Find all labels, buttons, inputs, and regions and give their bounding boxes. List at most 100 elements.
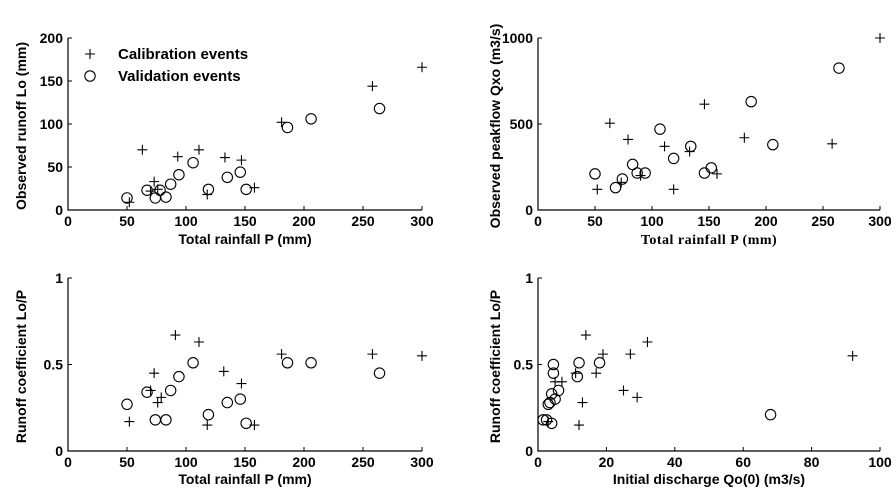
calibration-point	[417, 350, 427, 361]
legend-entry-label: Calibration events	[118, 46, 248, 63]
validation-point	[234, 393, 247, 405]
calibration-point	[218, 366, 229, 377]
x-tick-label: 80	[804, 454, 820, 470]
y-axis-label: Runoff coefficient Lo/P	[487, 290, 503, 443]
validation-point	[616, 173, 629, 185]
validation-point	[187, 156, 199, 169]
x-tick-label: 200	[754, 213, 778, 229]
calibration-point	[570, 368, 581, 379]
calibration-point	[739, 132, 750, 143]
calibration-point	[642, 337, 653, 348]
x-tick-label: 300	[410, 454, 434, 470]
validation-point	[221, 171, 234, 184]
validation-point	[767, 138, 779, 151]
legend-entry-label: Validation events	[118, 68, 241, 85]
x-tick-label: 50	[587, 213, 603, 229]
validation-point	[173, 168, 185, 181]
calibration-point	[597, 349, 608, 360]
validation-point	[154, 184, 166, 196]
validation-point	[654, 123, 666, 135]
validation-point	[234, 166, 247, 178]
x-tick-label: 0	[64, 213, 72, 229]
calibration-point	[149, 368, 160, 379]
y-tick-label: 0	[525, 443, 533, 459]
validation-point	[164, 384, 177, 397]
validation-point	[705, 162, 718, 174]
validation-point	[545, 417, 558, 430]
validation-point	[221, 396, 234, 409]
axes-frame	[537, 38, 880, 211]
y-tick-label: 1000	[502, 30, 533, 46]
validation-point	[281, 121, 294, 134]
chart-panel-1: 0 50 100 150 200 250 300 0 50 100 150 200 Total rain…	[13, 30, 434, 247]
validation-point	[281, 357, 294, 369]
y-axis-label: Observed peakflow Qxo (m3/s)	[487, 24, 503, 229]
y-tick-label: 200	[40, 30, 64, 46]
validation-point	[745, 95, 757, 108]
y-axis-label: Observed runoff Lo (mm)	[13, 42, 29, 210]
y-tick-label: 0	[55, 443, 63, 459]
x-tick-label: 150	[697, 213, 721, 229]
calibration-point	[591, 368, 602, 379]
validation-point	[149, 414, 162, 426]
x-axis-label: Initial discharge Qo(0) (m3/s)	[613, 471, 805, 487]
y-tick-label: 150	[40, 73, 64, 89]
legend-calibration-marker	[85, 49, 95, 59]
validation-point	[121, 192, 133, 204]
x-axis-label: Total rainfall P (mm)	[641, 233, 777, 248]
y-tick-label: 1	[55, 270, 63, 286]
calibration-point	[152, 397, 163, 408]
calibration-point	[592, 184, 603, 195]
validation-point	[202, 183, 215, 196]
x-tick-label: 40	[667, 454, 683, 470]
validation-point	[589, 168, 601, 180]
calibration-point	[556, 376, 567, 387]
x-tick-label: 250	[351, 454, 375, 470]
calibration-point	[711, 168, 722, 179]
y-tick-label: 0.5	[514, 357, 534, 373]
chart-panel-4: 0 20 40 60 80 100 0 0.5 1 Initial discharge Qo(0)…	[487, 270, 892, 487]
validation-point	[305, 113, 317, 125]
calibration-point	[137, 144, 148, 155]
calibration-point	[367, 349, 378, 360]
calibration-point	[604, 118, 615, 129]
validation-point	[764, 408, 777, 421]
x-tick-label: 60	[735, 454, 751, 470]
validation-point	[160, 191, 172, 203]
calibration-point	[417, 62, 427, 73]
validation-point	[373, 367, 386, 379]
validation-point	[164, 178, 177, 190]
legend-validation-marker	[84, 70, 96, 82]
validation-point	[573, 357, 585, 369]
calibration-point	[236, 155, 247, 166]
validation-point	[160, 414, 172, 426]
y-tick-label: 50	[47, 159, 63, 175]
chart-panel-2: 0 50 100 150 200 250 300 0 500 1000 Total rainfall…	[487, 24, 892, 248]
x-tick-label: 100	[868, 454, 892, 470]
validation-point	[240, 417, 252, 430]
validation-point	[149, 192, 162, 204]
calibration-point	[574, 420, 585, 431]
validation-point	[187, 357, 199, 369]
x-tick-label: 100	[174, 454, 198, 470]
validation-point	[202, 408, 215, 421]
calibration-point	[847, 350, 858, 361]
validation-point	[141, 184, 153, 196]
calibration-point	[875, 33, 885, 43]
y-tick-label: 100	[40, 116, 64, 132]
validation-point	[121, 398, 133, 411]
x-tick-label: 20	[599, 454, 615, 470]
validation-point	[833, 62, 845, 74]
validation-point	[552, 384, 565, 397]
calibration-point	[577, 397, 588, 408]
calibration-point	[580, 330, 591, 341]
y-axis-label: Runoff coefficient Lo/P	[13, 290, 29, 443]
x-tick-label: 300	[868, 213, 892, 229]
x-axis-label: Total rainfall P (mm)	[178, 231, 311, 247]
calibration-point	[276, 117, 287, 128]
validation-point	[173, 370, 185, 383]
calibration-point	[156, 392, 167, 403]
legend: Calibration events Validation events	[84, 46, 248, 85]
calibration-point	[236, 378, 247, 389]
